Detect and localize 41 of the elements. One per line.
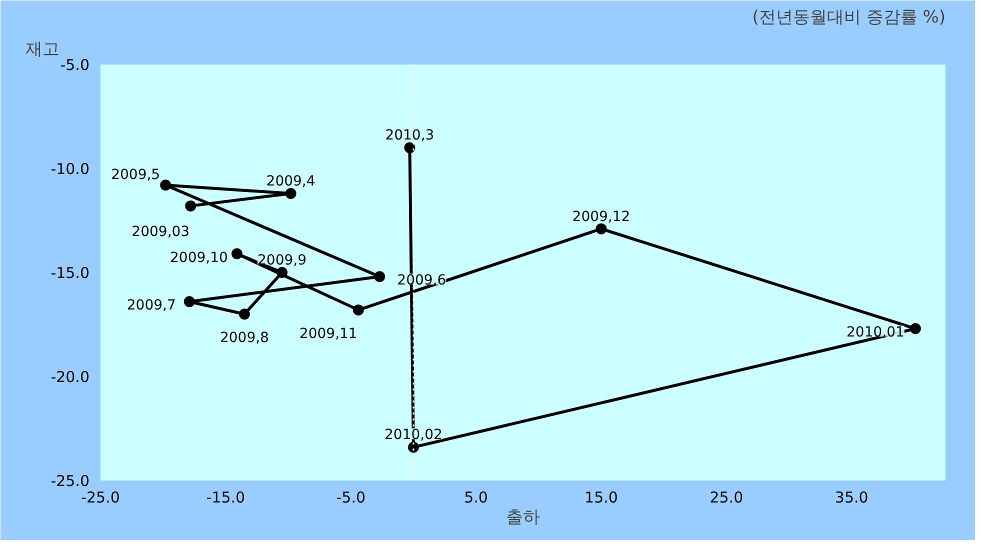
annotation: 2009,6 (397, 272, 446, 289)
y-axis-title: 재고 (26, 40, 60, 60)
point (910, 323, 921, 334)
point (285, 188, 296, 199)
annotation: 2009,03 (132, 224, 190, 240)
annotation: 2009,9 (258, 252, 307, 268)
annotation: 2009,7 (126, 298, 176, 314)
y-tick-label: -5.0 (60, 56, 90, 74)
point (276, 267, 288, 278)
x-tick-label: 5.0 (464, 488, 488, 506)
y-tick-label: -15.0 (50, 264, 90, 282)
y-tick-label: -20.0 (50, 368, 90, 386)
annotation: 2010,02 (384, 427, 442, 444)
x-tick-label: -25.0 (81, 488, 120, 506)
x-tick-label: -5.0 (336, 488, 366, 506)
x-axis-title: 출하 (506, 508, 540, 528)
x-tick-label: -15.0 (206, 488, 246, 506)
point (352, 304, 364, 316)
point (404, 142, 416, 154)
annotation: 2010,01 (846, 324, 904, 341)
y-tick-label: -25.0 (50, 472, 90, 490)
point (184, 296, 195, 308)
annotation: 2009,10 (170, 250, 228, 266)
annotation: 2010,3 (385, 128, 434, 144)
x-tick-label: 25.0 (710, 488, 744, 506)
point (408, 442, 419, 453)
x-tick-label: 15.0 (584, 488, 618, 506)
y-tick-label: -10.0 (50, 160, 90, 178)
x-tick-label: 35.0 (834, 488, 868, 506)
point (231, 248, 242, 260)
point (160, 180, 172, 191)
annotation: 2009,5 (111, 167, 160, 184)
point (596, 223, 607, 234)
annotation: 2009,11 (299, 326, 358, 342)
point (185, 200, 196, 212)
annotation: 2009,8 (220, 330, 269, 346)
annotation: 2009,4 (266, 173, 316, 190)
point (374, 271, 386, 282)
annotation: 2009,12 (572, 208, 630, 225)
point (238, 308, 250, 320)
chart-title: (전년동월대비 증감률 %) (752, 8, 946, 28)
